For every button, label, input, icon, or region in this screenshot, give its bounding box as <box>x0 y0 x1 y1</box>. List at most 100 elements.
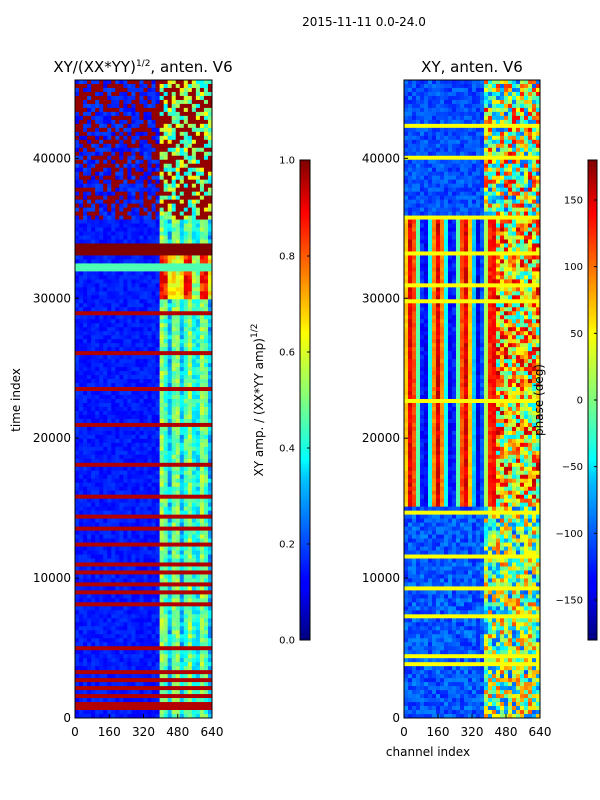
left-heatmap-cell <box>167 586 173 591</box>
left-heatmap-cell <box>207 299 213 304</box>
left-heatmap-cell <box>111 211 116 216</box>
left-heatmap-cell <box>99 662 104 667</box>
left-heatmap-cell <box>83 422 88 428</box>
left-heatmap-cell <box>171 490 177 496</box>
left-heatmap-cell <box>195 303 201 308</box>
left-heatmap-cell <box>139 534 144 539</box>
left-heatmap-cell <box>91 331 96 336</box>
left-heatmap-cell <box>195 323 201 328</box>
left-heatmap-cell <box>139 438 144 444</box>
left-heatmap-cell <box>99 426 104 432</box>
left-heatmap-cell <box>75 267 80 272</box>
left-heatmap-cell <box>147 199 152 205</box>
left-heatmap-cell <box>207 223 213 228</box>
left-heatmap-cell <box>99 187 104 193</box>
left-heatmap-cell <box>127 91 132 97</box>
left-heatmap-cell <box>123 115 128 121</box>
left-heatmap-cell <box>183 630 189 635</box>
left-heatmap-cell <box>99 470 104 476</box>
left-heatmap-cell <box>127 323 132 328</box>
left-heatmap-cell <box>119 303 124 308</box>
left-heatmap-cell <box>123 430 128 436</box>
left-heatmap-cell <box>171 610 177 615</box>
left-heatmap-cell <box>167 215 173 220</box>
left-heatmap-cell <box>103 590 108 595</box>
left-heatmap-cell <box>143 646 148 651</box>
left-heatmap-cell <box>143 271 148 276</box>
left-heatmap-cell <box>131 399 136 404</box>
left-heatmap-cell <box>187 279 193 284</box>
left-heatmap-cell <box>135 191 140 197</box>
left-heatmap-cell <box>163 143 169 149</box>
left-heatmap-cell <box>151 151 156 157</box>
left-heatmap-cell <box>107 646 112 651</box>
left-heatmap-cell <box>175 199 181 205</box>
left-heatmap-cell <box>191 319 197 324</box>
left-heatmap-cell <box>171 251 177 256</box>
left-heatmap-cell <box>151 287 156 292</box>
left-heatmap-cell <box>99 602 104 607</box>
left-heatmap-cell <box>123 546 128 551</box>
left-heatmap-cell <box>127 115 132 121</box>
left-heatmap-cell <box>91 315 96 320</box>
left-heatmap-cell <box>83 450 88 456</box>
left-heatmap-cell <box>163 522 169 527</box>
left-heatmap-cell <box>107 303 112 308</box>
left-heatmap-cell <box>79 590 84 595</box>
left-heatmap-cell <box>131 506 136 512</box>
left-heatmap-cell <box>135 91 140 97</box>
left-heatmap-cell <box>127 410 132 416</box>
left-heatmap-cell <box>91 514 96 520</box>
left-heatmap-cell <box>199 227 205 232</box>
left-heatmap-cell <box>171 235 177 240</box>
left-heatmap-cell <box>183 387 189 392</box>
left-heatmap-cell <box>115 171 120 177</box>
left-heatmap-cell <box>179 195 185 201</box>
left-heatmap-cell <box>155 618 161 623</box>
left-heatmap-cell <box>143 550 148 555</box>
left-heatmap-cell <box>207 402 213 408</box>
left-heatmap-cell <box>79 406 84 412</box>
left-heatmap-cell <box>159 383 165 388</box>
left-heatmap-cell <box>107 223 112 228</box>
left-heatmap-cell <box>155 422 161 428</box>
left-heatmap-cell <box>151 502 156 508</box>
left-heatmap-cell <box>135 610 140 615</box>
left-heatmap-cell <box>163 175 169 181</box>
left-heatmap-cell <box>131 387 136 392</box>
left-heatmap-cell <box>203 498 209 504</box>
left-heatmap-cell <box>151 123 156 129</box>
left-heatmap-cell <box>111 662 116 667</box>
left-heatmap-cell <box>159 399 165 404</box>
left-heatmap-cell <box>143 598 148 603</box>
left-heatmap-cell <box>83 159 88 165</box>
left-heatmap-cell <box>91 135 96 141</box>
left-heatmap-cell <box>119 211 124 216</box>
left-heatmap-cell <box>207 438 213 444</box>
left-heatmap-cell <box>79 634 84 639</box>
left-heatmap-cell <box>91 542 96 547</box>
left-heatmap-cell <box>179 486 185 492</box>
left-heatmap-cell <box>99 123 104 129</box>
left-heatmap-cell <box>171 626 177 631</box>
left-heatmap-cell <box>95 207 100 212</box>
left-heatmap-cell <box>79 259 84 264</box>
left-heatmap-cell <box>75 526 80 531</box>
left-heatmap-cell <box>143 375 148 380</box>
left-heatmap-cell <box>183 199 189 205</box>
left-heatmap-cell <box>139 650 144 655</box>
left-heatmap-cell <box>195 458 201 464</box>
left-heatmap-cell <box>115 167 120 173</box>
left-heatmap-cell <box>175 598 181 603</box>
left-heatmap-cell <box>143 247 148 252</box>
left-heatmap-cell <box>159 295 165 300</box>
left-heatmap-cell <box>79 414 84 420</box>
left-heatmap-cell <box>131 83 136 89</box>
left-heatmap-cell <box>111 167 116 173</box>
left-heatmap-cell <box>143 399 148 404</box>
left-heatmap-cell <box>99 522 104 527</box>
left-heatmap-cell <box>171 191 177 197</box>
left-heatmap-cell <box>111 131 116 137</box>
left-heatmap-cell <box>111 267 116 272</box>
left-heatmap-cell <box>195 606 201 611</box>
